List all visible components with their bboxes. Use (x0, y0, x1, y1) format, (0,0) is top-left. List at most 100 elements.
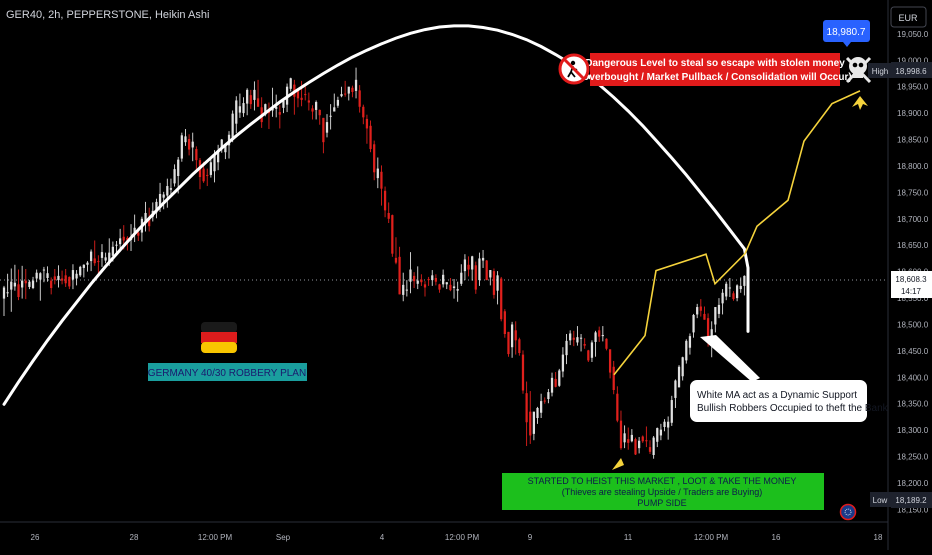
candle (184, 128, 187, 146)
x-tick-label: 12:00 PM (694, 533, 729, 542)
candle (623, 425, 626, 449)
y-tick-label: 19,050.0 (897, 30, 929, 39)
candle (380, 165, 383, 206)
candle (180, 132, 183, 162)
candle (39, 272, 42, 301)
candle (79, 265, 82, 277)
candle (253, 81, 256, 111)
candle (398, 246, 401, 295)
candle (133, 214, 136, 243)
candle (383, 186, 387, 218)
candle (53, 269, 56, 285)
y-tick-label: 18,650.0 (897, 241, 929, 250)
x-axis: 26 28 12:00 PM Sep 4 12:00 PM 9 11 12:00 PM 16 18 (31, 533, 883, 542)
candle (659, 423, 663, 441)
candle (271, 87, 274, 117)
x-tick-label: 4 (380, 533, 385, 542)
candle (195, 146, 198, 171)
x-tick-label: Sep (276, 533, 291, 542)
candle (674, 379, 677, 408)
candle (456, 281, 459, 302)
warning-label: Dangerous Level to steal so escape with … (578, 53, 852, 86)
candle (510, 321, 514, 358)
y-tick-label: 18,350.0 (897, 400, 929, 409)
candle (692, 313, 695, 338)
candle (634, 437, 637, 456)
candle (492, 268, 496, 299)
candle (467, 256, 470, 277)
candle (503, 309, 506, 338)
candle (206, 168, 209, 187)
candle (449, 277, 452, 292)
candle (637, 437, 641, 454)
candle (217, 144, 220, 171)
currency-button[interactable]: EUR (890, 6, 927, 28)
candle (394, 237, 398, 265)
high-label: High (872, 67, 888, 76)
candle (521, 350, 525, 394)
candle (543, 397, 546, 404)
start-line3: PUMP SIDE (637, 498, 686, 508)
y-tick-label: 18,500.0 (897, 320, 929, 329)
candle (663, 419, 666, 432)
candle (532, 411, 535, 441)
robbery-plan-label: GERMANY 40/30 ROBBERY PLAN (148, 363, 307, 381)
candle (13, 264, 17, 291)
candle (423, 281, 427, 297)
candle (162, 191, 165, 210)
candle (481, 249, 485, 268)
candle (630, 429, 633, 443)
chart-title: GER40, 2h, PEPPERSTONE, Heikin Ashi (6, 9, 209, 21)
candle (2, 285, 6, 317)
candle (289, 77, 292, 92)
low-marker: Low (870, 492, 891, 507)
candle (525, 381, 528, 447)
ma-callout-pointer (700, 335, 760, 382)
projection-path (613, 90, 861, 376)
candle (558, 368, 561, 387)
germany-flag-icon (201, 322, 237, 353)
candle (296, 90, 300, 108)
candle (238, 93, 242, 118)
candle (115, 240, 118, 254)
candle (656, 427, 659, 448)
candle (471, 255, 474, 281)
candle (402, 272, 405, 302)
candle (696, 303, 699, 319)
candle (86, 261, 89, 272)
countdown-text: 14:17 (901, 287, 922, 296)
x-tick-label: 12:00 PM (198, 533, 233, 542)
start-line2: (Thieves are stealing Upside / Traders a… (562, 487, 763, 497)
y-tick-label: 18,900.0 (897, 109, 929, 118)
candle (627, 427, 630, 450)
event-globe-icon[interactable] (839, 503, 857, 521)
candle (17, 269, 20, 301)
y-tick-label: 18,550.0 (897, 294, 929, 303)
candle (579, 333, 583, 352)
low-label: Low (873, 496, 888, 505)
candle (365, 114, 369, 144)
candle (536, 406, 539, 424)
currency-label: EUR (898, 13, 918, 23)
high-price-tag: 18,998.6 (891, 62, 932, 78)
y-tick-label: 18,200.0 (897, 479, 929, 488)
high-price-text: 18,998.6 (895, 67, 927, 76)
candles (2, 67, 750, 459)
candle (329, 104, 332, 130)
candle (318, 109, 321, 125)
candle (496, 271, 499, 305)
candle (169, 178, 173, 195)
candle (64, 269, 67, 287)
moving-average-line (2, 24, 750, 406)
candle (166, 178, 169, 208)
candle (594, 330, 597, 357)
x-tick-label: 18 (874, 533, 883, 542)
candle (598, 326, 601, 342)
candle (97, 255, 100, 274)
candle (333, 93, 336, 112)
candle (612, 360, 615, 395)
target-price-text: 18,980.7 (827, 27, 866, 38)
candle (187, 134, 191, 156)
